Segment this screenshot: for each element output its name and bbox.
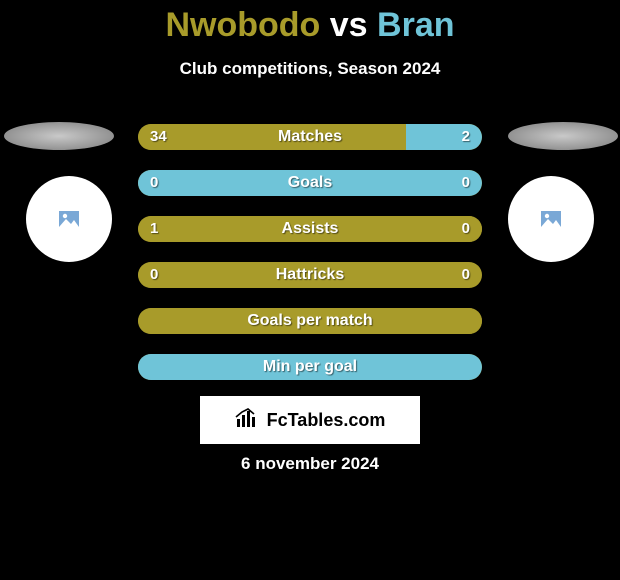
player2-shadow	[508, 122, 618, 150]
player2-name: Bran	[377, 6, 454, 44]
stat-label: Goals	[138, 170, 482, 196]
player1-avatar	[26, 176, 112, 262]
stat-label: Matches	[138, 124, 482, 150]
stat-row: Min per goal	[138, 354, 482, 380]
stat-label: Hattricks	[138, 262, 482, 288]
chart-icon	[235, 407, 261, 434]
branding-text: FcTables.com	[267, 410, 386, 431]
subtitle: Club competitions, Season 2024	[0, 59, 620, 79]
stats-container: 342Matches 00Goals 10Assists 00Hattricks Goa…	[138, 124, 482, 400]
stat-row: 00Goals	[138, 170, 482, 196]
placeholder-icon	[58, 210, 80, 228]
stat-row: 10Assists	[138, 216, 482, 242]
date-text: 6 november 2024	[0, 454, 620, 474]
placeholder-icon	[540, 210, 562, 228]
stat-label: Min per goal	[138, 354, 482, 380]
stat-label: Assists	[138, 216, 482, 242]
stat-row: 342Matches	[138, 124, 482, 150]
comparison-title: Nwobodo vs Bran	[0, 0, 620, 45]
stat-row: 00Hattricks	[138, 262, 482, 288]
vs-text: vs	[330, 6, 368, 44]
stat-row: Goals per match	[138, 308, 482, 334]
player1-shadow	[4, 122, 114, 150]
player2-avatar	[508, 176, 594, 262]
branding-badge: FcTables.com	[200, 396, 420, 444]
stat-label: Goals per match	[138, 308, 482, 334]
player1-name: Nwobodo	[165, 6, 320, 44]
